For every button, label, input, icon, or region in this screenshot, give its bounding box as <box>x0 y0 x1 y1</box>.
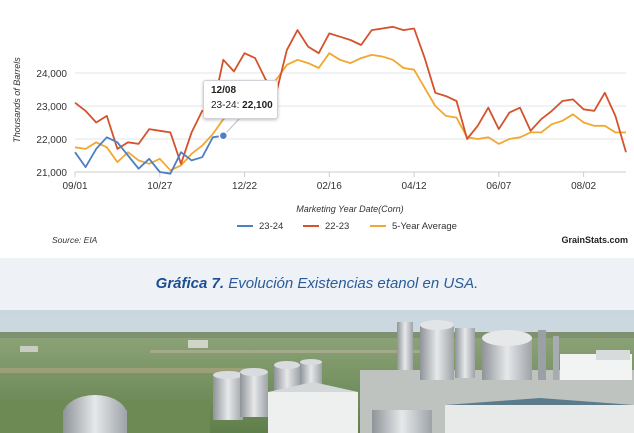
y-axis-title: Thousands of Barrels <box>12 57 22 143</box>
x-axis-title: Marketing Year Date(Corn) <box>296 204 403 214</box>
series-layer <box>74 25 627 175</box>
tooltip-series: 23-24: <box>211 100 240 111</box>
x-tick-label: 09/01 <box>62 181 87 192</box>
caption-prefix: Gráfica 7. <box>155 275 225 292</box>
x-tick-label: 06/07 <box>486 181 511 192</box>
figure-caption: Gráfica 7. Evolución Existencias etanol … <box>0 275 634 292</box>
x-tick-label: 02/16 <box>317 181 342 192</box>
ethanol-plant-photo <box>0 310 634 433</box>
chart-legend: 23-24 22-23 5-Year Average <box>237 221 457 232</box>
legend-label: 23-24 <box>259 221 283 232</box>
tooltip-date: 12/08 <box>211 85 237 96</box>
x-axis-ticks: 09/01 10/27 12/22 02/16 04/12 06/07 08/02 <box>62 172 597 192</box>
x-tick-label: 04/12 <box>402 181 427 192</box>
ethanol-plant-illustration <box>0 310 634 433</box>
chart-panel: 21,000 22,000 23,000 24,000 09/01 10/27 12/22… <box>12 25 628 245</box>
legend-label: 5-Year Average <box>392 221 457 232</box>
tooltip-marker <box>218 130 229 141</box>
caption-band <box>0 258 634 310</box>
gridlines <box>75 72 626 173</box>
y-tick-label: 22,000 <box>36 135 67 146</box>
caption-text: Evolución Existencias etanol en USA. <box>224 275 479 292</box>
x-tick-label: 08/02 <box>571 181 596 192</box>
data-tooltip: 12/08 23-24: 22,100 <box>203 80 278 119</box>
y-tick-label: 21,000 <box>36 168 67 179</box>
x-tick-label: 10/27 <box>147 181 172 192</box>
source-label: Source: EIA <box>52 235 98 245</box>
y-tick-label: 24,000 <box>36 69 67 80</box>
tooltip-line: 23-24: 22,100 <box>211 100 273 111</box>
series-line-22-23 <box>74 25 627 165</box>
site-credit: GrainStats.com <box>561 235 628 245</box>
y-axis-ticks: 21,000 22,000 23,000 24,000 <box>36 69 67 179</box>
tooltip-value: 22,100 <box>242 100 273 111</box>
series-line-23-24 <box>74 134 224 175</box>
line-chart: 21,000 22,000 23,000 24,000 09/01 10/27 12/22… <box>12 25 627 232</box>
x-tick-label: 12/22 <box>232 181 257 192</box>
series-line-5-year-average <box>74 52 626 172</box>
y-tick-label: 23,000 <box>36 102 67 113</box>
legend-label: 22-23 <box>325 221 349 232</box>
